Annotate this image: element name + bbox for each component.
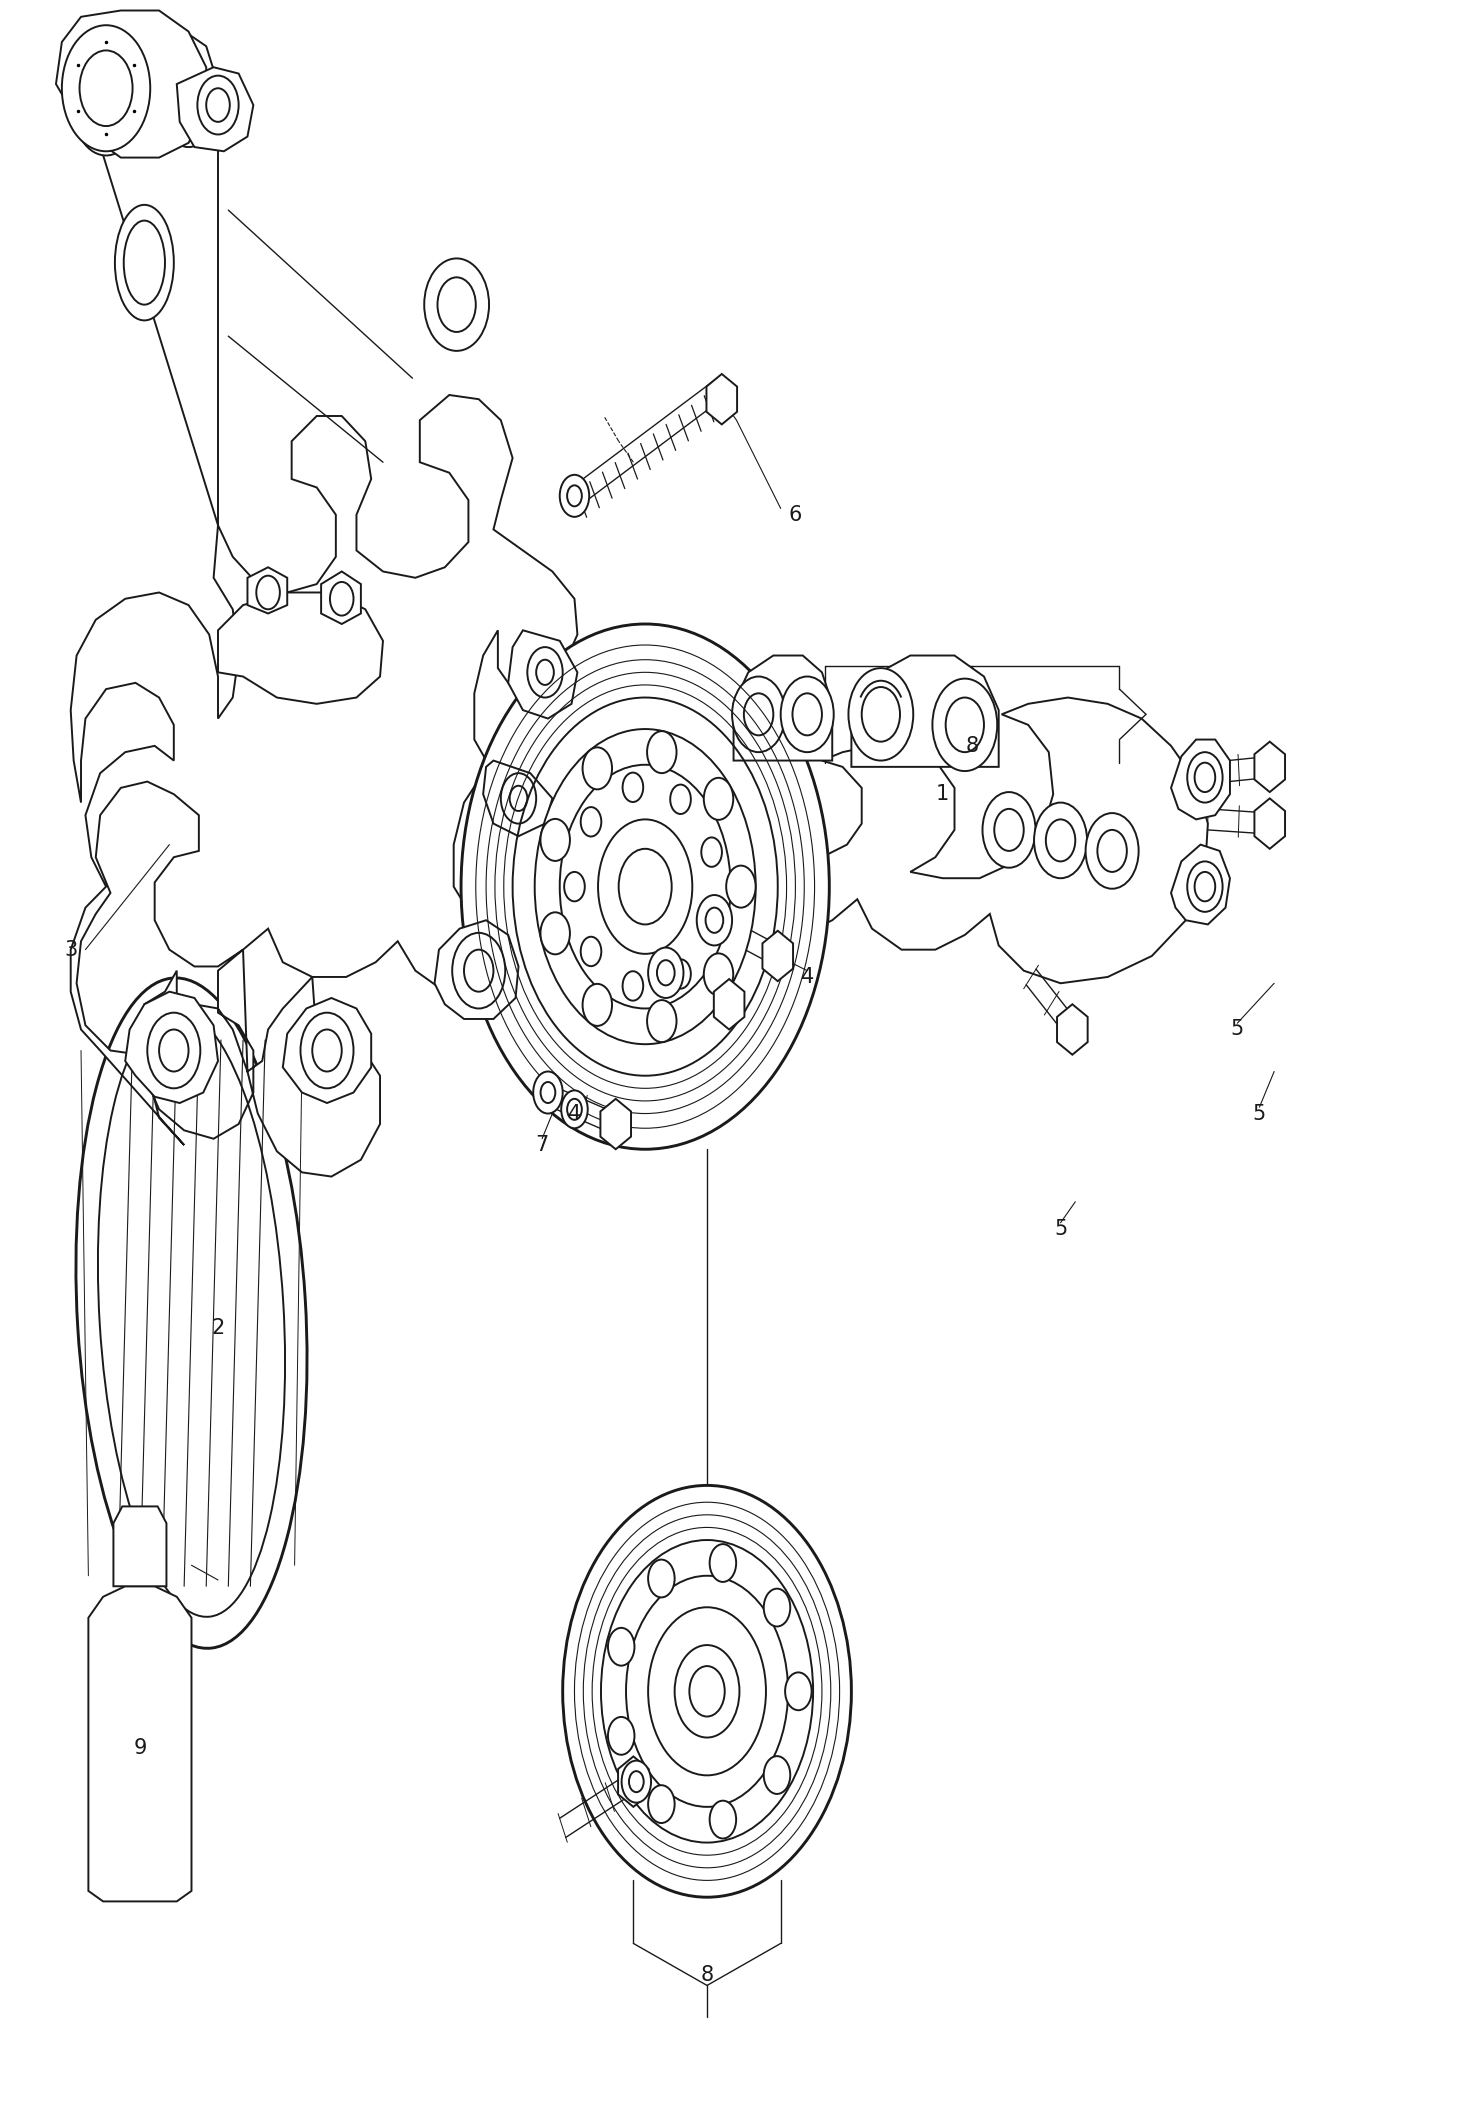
Polygon shape [56, 11, 206, 158]
Polygon shape [321, 571, 361, 624]
Text: 2: 2 [212, 1317, 224, 1338]
Polygon shape [283, 998, 371, 1103]
Circle shape [608, 1717, 635, 1754]
Circle shape [501, 773, 536, 824]
Polygon shape [113, 1506, 166, 1586]
Polygon shape [88, 1586, 191, 1901]
Ellipse shape [115, 206, 174, 319]
Circle shape [452, 933, 505, 1008]
Circle shape [1034, 803, 1087, 878]
Text: 6: 6 [788, 504, 803, 525]
Circle shape [598, 819, 692, 954]
Circle shape [583, 748, 613, 790]
Circle shape [541, 819, 570, 861]
Circle shape [710, 1801, 736, 1838]
Circle shape [932, 679, 997, 771]
Text: 4: 4 [569, 1103, 580, 1124]
Circle shape [647, 731, 676, 773]
Circle shape [626, 1576, 788, 1807]
Circle shape [647, 1000, 676, 1042]
Text: 5: 5 [1254, 1103, 1265, 1124]
Circle shape [648, 1786, 675, 1824]
Circle shape [62, 25, 150, 151]
Text: 8: 8 [701, 1964, 713, 1985]
Circle shape [541, 912, 570, 954]
Text: 7: 7 [536, 1135, 548, 1156]
Circle shape [623, 971, 644, 1000]
Circle shape [563, 1485, 851, 1897]
Circle shape [704, 777, 734, 819]
Circle shape [763, 1588, 790, 1626]
Circle shape [1086, 813, 1139, 889]
Circle shape [622, 1761, 651, 1803]
Circle shape [580, 937, 601, 966]
Circle shape [675, 1645, 739, 1738]
Circle shape [732, 677, 785, 752]
Polygon shape [247, 567, 287, 613]
Polygon shape [601, 1099, 630, 1149]
Circle shape [701, 906, 722, 935]
Circle shape [623, 773, 644, 803]
Text: 5: 5 [1231, 1019, 1243, 1040]
Circle shape [580, 807, 601, 836]
Circle shape [648, 948, 683, 998]
Polygon shape [851, 656, 999, 767]
Circle shape [527, 647, 563, 698]
Circle shape [781, 677, 834, 752]
Text: 4: 4 [801, 966, 813, 987]
Circle shape [982, 792, 1036, 868]
Circle shape [533, 1072, 563, 1114]
Polygon shape [734, 656, 832, 761]
Polygon shape [1255, 798, 1284, 849]
Circle shape [648, 1559, 675, 1597]
Polygon shape [619, 1756, 648, 1807]
Polygon shape [763, 931, 792, 981]
Polygon shape [1058, 1004, 1087, 1055]
Polygon shape [508, 630, 577, 719]
Circle shape [197, 76, 239, 134]
Text: 8: 8 [966, 735, 978, 756]
Polygon shape [125, 992, 218, 1103]
Circle shape [424, 258, 489, 351]
Circle shape [300, 1013, 354, 1088]
Polygon shape [177, 67, 253, 151]
Polygon shape [435, 920, 518, 1019]
Circle shape [1187, 752, 1223, 803]
Circle shape [763, 1756, 790, 1794]
Text: 1: 1 [937, 784, 949, 805]
Circle shape [1187, 861, 1223, 912]
Polygon shape [707, 374, 736, 424]
Circle shape [535, 729, 756, 1044]
Polygon shape [71, 21, 607, 1177]
Circle shape [848, 668, 913, 761]
Circle shape [564, 872, 585, 901]
Circle shape [162, 71, 215, 147]
Circle shape [697, 895, 732, 945]
Text: 5: 5 [1055, 1219, 1066, 1240]
Circle shape [608, 1628, 635, 1666]
Circle shape [726, 866, 756, 908]
Circle shape [147, 1013, 200, 1088]
Circle shape [582, 983, 611, 1025]
Circle shape [560, 475, 589, 517]
Circle shape [701, 838, 722, 868]
Polygon shape [1171, 740, 1230, 819]
Polygon shape [714, 979, 744, 1029]
Polygon shape [483, 761, 552, 836]
Text: 3: 3 [65, 939, 77, 960]
Polygon shape [1171, 845, 1230, 924]
Polygon shape [1255, 742, 1284, 792]
Circle shape [461, 624, 829, 1149]
Circle shape [710, 1544, 736, 1582]
Text: 9: 9 [133, 1738, 147, 1759]
Ellipse shape [77, 977, 306, 1649]
Circle shape [704, 954, 734, 996]
Circle shape [74, 63, 138, 155]
Circle shape [785, 1672, 812, 1710]
Circle shape [670, 960, 691, 990]
Circle shape [561, 1090, 588, 1128]
Circle shape [670, 784, 691, 813]
Polygon shape [704, 698, 1208, 983]
Polygon shape [218, 592, 383, 704]
